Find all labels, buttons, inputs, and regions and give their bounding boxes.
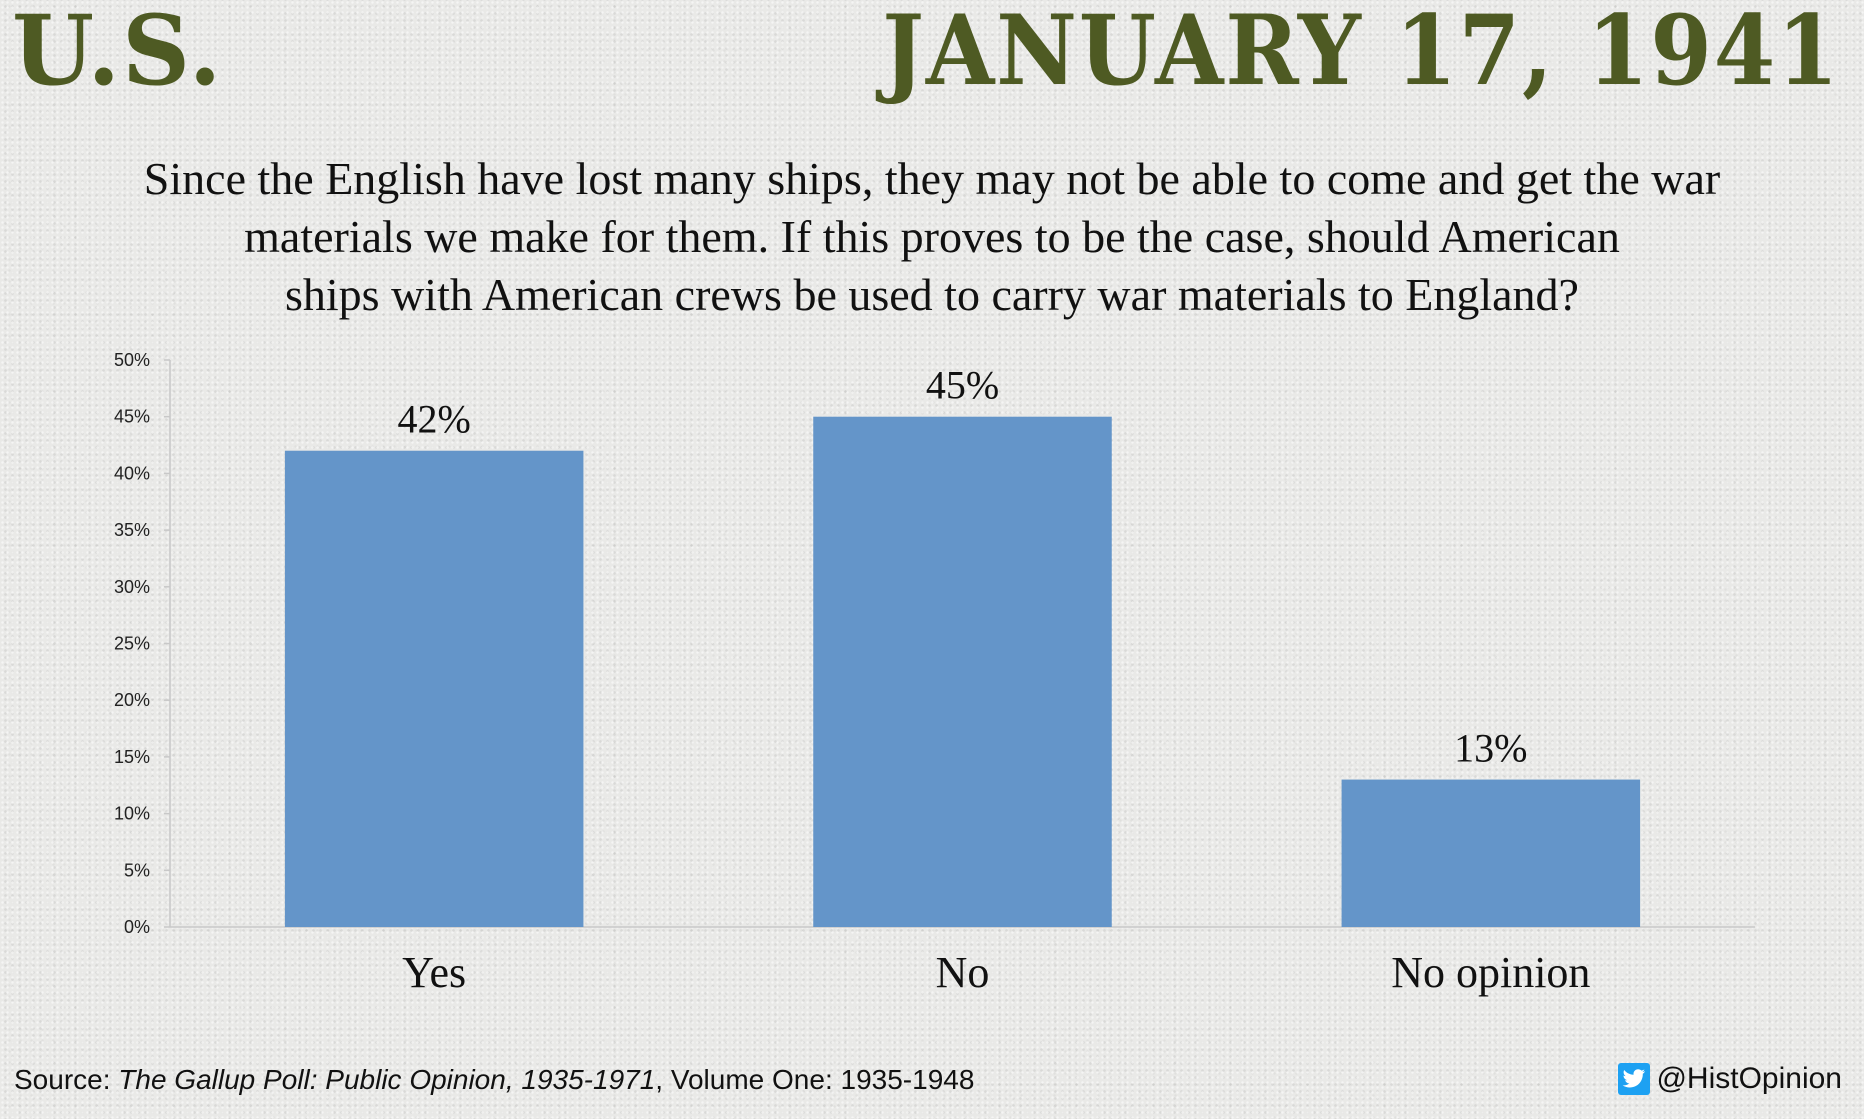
y-tick-label: 50% <box>114 350 150 370</box>
source-title: The Gallup Poll: Public Opinion, 1935-19… <box>118 1064 656 1095</box>
question-line-1: Since the English have lost many ships, … <box>143 153 1721 204</box>
category-label: Yes <box>402 948 466 997</box>
twitter-bird-icon <box>1618 1063 1651 1095</box>
twitter-handle[interactable]: @HistOpinion <box>1618 1062 1842 1096</box>
source-citation: Source: The Gallup Poll: Public Opinion,… <box>14 1064 974 1096</box>
data-label: 42% <box>398 397 471 442</box>
bar <box>813 416 1112 927</box>
y-tick-label: 45% <box>114 407 150 427</box>
bar <box>284 450 584 927</box>
category-label: No opinion <box>1391 948 1590 997</box>
y-tick-label: 25% <box>114 634 150 654</box>
question-line-2: materials we make for them. If this prov… <box>244 211 1620 262</box>
source-prefix: Source: <box>14 1064 119 1095</box>
y-tick-label: 35% <box>114 520 150 540</box>
y-tick-label: 40% <box>114 463 150 483</box>
poll-question: Since the English have lost many ships, … <box>60 150 1804 324</box>
header-date: JANUARY 17, 1941 <box>881 0 1840 107</box>
y-tick-label: 20% <box>114 690 150 710</box>
bar <box>1341 779 1641 927</box>
y-tick-label: 10% <box>114 804 150 824</box>
source-suffix: , Volume One: 1935-1948 <box>655 1064 975 1095</box>
y-tick-label: 0% <box>124 917 150 937</box>
y-tick-label: 30% <box>114 577 150 597</box>
handle-text: @HistOpinion <box>1656 1062 1842 1095</box>
question-line-3: ships with American crews be used to car… <box>285 269 1579 320</box>
data-label: 45% <box>926 363 999 408</box>
data-label: 13% <box>1454 726 1527 771</box>
y-tick-label: 5% <box>124 860 150 880</box>
header-country: U.S. <box>12 0 224 107</box>
y-tick-label: 15% <box>114 747 150 767</box>
bar-chart: 0% 5% 10% 15% 20% 25% 30% 35% 40% 45% 50% 42% Yes 45%… <box>114 350 1755 997</box>
category-label: No <box>936 948 990 997</box>
